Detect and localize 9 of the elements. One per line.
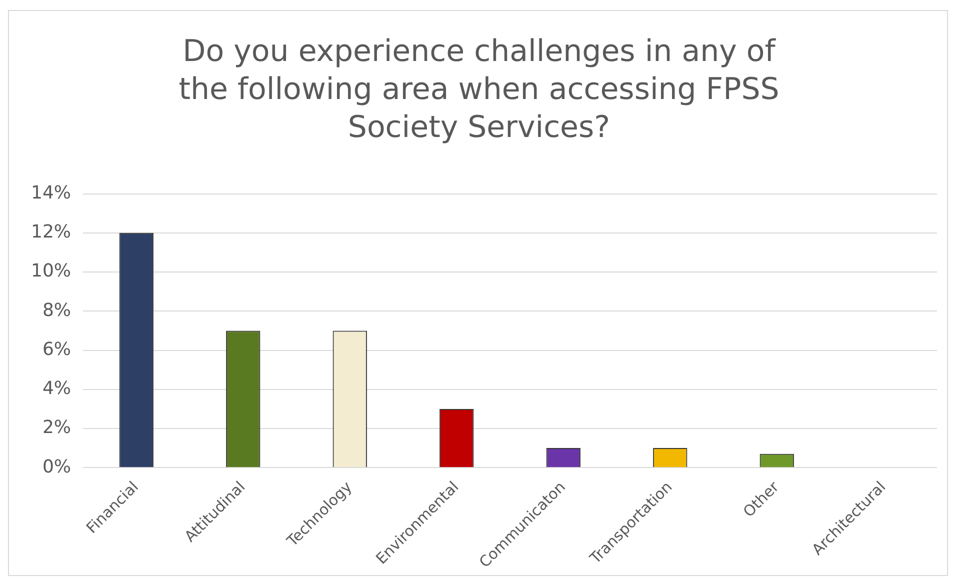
y-tick-label: 2% [42,417,72,438]
y-tick-label: 8% [42,300,72,321]
y-tick-label: 4% [42,378,72,400]
y-tick-label: 0% [42,456,72,478]
y-tick-label: 14% [30,182,72,204]
y-tick-label: 10% [30,260,72,282]
y-tick-label: 6% [42,338,72,360]
y-tick-label: 12% [30,222,72,243]
chart-title: Do you experience challenges in any of the following area when accessing FPSS Society Services? [178,33,780,147]
